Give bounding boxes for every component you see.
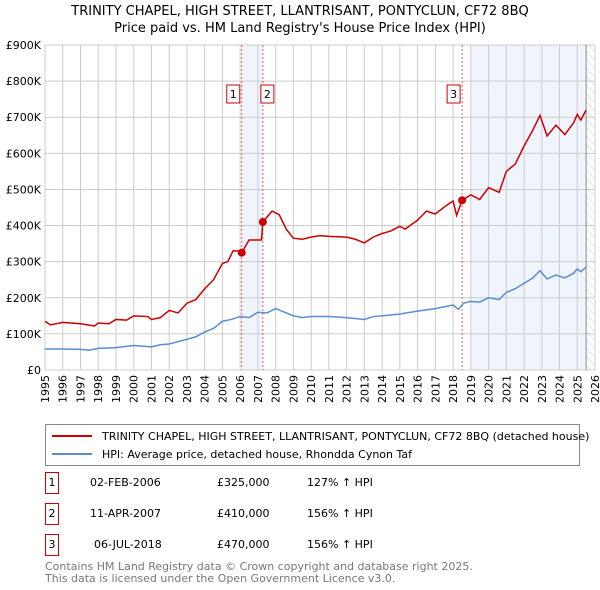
x-tick-label: 2009 bbox=[287, 375, 300, 403]
y-tick-label: £500K bbox=[6, 183, 42, 196]
sale-price: £470,000 bbox=[217, 538, 270, 551]
footer: Contains HM Land Registry data © Crown c… bbox=[45, 561, 473, 585]
legend-item-hpi: HPI: Average price, detached house, Rhon… bbox=[52, 446, 412, 462]
x-tick-label: 2013 bbox=[358, 375, 371, 403]
x-tick-label: 1995 bbox=[39, 375, 52, 403]
sale-point bbox=[458, 196, 467, 205]
x-tick-label: 2006 bbox=[234, 375, 247, 403]
series-line bbox=[44, 109, 587, 327]
sale-label: 1 bbox=[230, 88, 237, 101]
legend-swatch-red bbox=[52, 435, 92, 437]
chart-subtitle: Price paid vs. HM Land Registry's House … bbox=[114, 21, 486, 36]
legend-label: HPI: Average price, detached house, Rhon… bbox=[102, 447, 413, 461]
x-tick-label: 2000 bbox=[128, 375, 141, 403]
sale-price: £325,000 bbox=[217, 476, 270, 489]
sale-label-box bbox=[446, 84, 461, 104]
sale-point bbox=[258, 217, 267, 226]
x-tick-label: 2017 bbox=[429, 375, 442, 403]
x-tick-label: 2003 bbox=[181, 375, 194, 403]
forecast-hatch bbox=[586, 45, 595, 370]
y-tick-label: £0 bbox=[27, 364, 41, 377]
y-tick-label: £300K bbox=[6, 256, 42, 269]
x-tick-label: 2014 bbox=[376, 375, 389, 403]
price-chart: 1995 1996 1997 1998 1999 2000 2001 2002 2003 2004… bbox=[6, 39, 600, 403]
x-tick-label: 2010 bbox=[305, 375, 318, 403]
sale-hpi: 156% ↑ HPI bbox=[307, 507, 373, 520]
x-tick-label: 2023 bbox=[536, 375, 549, 403]
sale-hpi: 156% ↑ HPI bbox=[307, 538, 373, 551]
shaded-range bbox=[241, 45, 263, 370]
sale-hpi: 127% ↑ HPI bbox=[307, 476, 373, 489]
sale-badge: 2 bbox=[45, 503, 59, 525]
sale-label-box bbox=[260, 84, 275, 104]
sale-row: 1 02-FEB-2006 £325,000 127% ↑ HPI bbox=[45, 472, 445, 494]
x-tick-label: 2005 bbox=[216, 375, 229, 403]
x-tick-label: 2018 bbox=[447, 375, 460, 403]
sale-badge: 3 bbox=[45, 534, 59, 556]
y-tick-label: £400K bbox=[6, 220, 42, 233]
x-tick-label: 2007 bbox=[252, 375, 265, 403]
x-tick-label: 2011 bbox=[323, 375, 336, 403]
x-tick-label: 2016 bbox=[412, 375, 425, 403]
x-tick-label: 2019 bbox=[465, 375, 478, 403]
x-tick-label: 2026 bbox=[589, 375, 600, 403]
x-tick-label: 2015 bbox=[394, 375, 407, 403]
x-tick-label: 1999 bbox=[110, 375, 123, 403]
sale-row: 3 06-JUL-2018 £470,000 156% ↑ HPI bbox=[45, 534, 445, 556]
x-tick-label: 1996 bbox=[57, 375, 70, 403]
legend: TRINITY CHAPEL, HIGH STREET, LLANTRISANT… bbox=[45, 424, 589, 466]
sale-point bbox=[237, 248, 246, 257]
footer-line: Contains HM Land Registry data © Crown c… bbox=[45, 560, 473, 573]
y-tick-label: £700K bbox=[6, 111, 42, 124]
sale-date: 11-APR-2007 bbox=[90, 507, 162, 520]
x-tick-label: 2025 bbox=[571, 375, 584, 403]
sale-date: 06-JUL-2018 bbox=[94, 538, 162, 551]
x-tick-label: 2002 bbox=[163, 375, 176, 403]
sale-row: 2 11-APR-2007 £410,000 156% ↑ HPI bbox=[45, 503, 445, 525]
x-tick-label: 2022 bbox=[518, 375, 531, 403]
x-tick-label: 1998 bbox=[92, 375, 105, 403]
y-tick-label: £800K bbox=[6, 75, 42, 88]
y-tick-label: £900K bbox=[6, 39, 42, 52]
legend-swatch-blue bbox=[52, 453, 92, 455]
y-tick-label: £600K bbox=[6, 147, 42, 160]
sale-badge: 1 bbox=[45, 472, 59, 494]
x-tick-label: 2004 bbox=[199, 375, 212, 403]
y-tick-label: £200K bbox=[6, 292, 42, 305]
sale-label-box bbox=[226, 84, 241, 104]
x-tick-label: 2008 bbox=[270, 375, 283, 403]
y-tick-label: £100K bbox=[6, 328, 42, 341]
sale-label: 3 bbox=[450, 88, 457, 101]
legend-item-property: TRINITY CHAPEL, HIGH STREET, LLANTRISANT… bbox=[52, 428, 589, 444]
sale-price: £410,000 bbox=[217, 507, 270, 520]
x-tick-label: 2021 bbox=[500, 375, 513, 403]
footer-line: This data is licensed under the Open Gov… bbox=[45, 572, 396, 585]
x-tick-label: 2001 bbox=[145, 375, 158, 403]
sale-date: 02-FEB-2006 bbox=[90, 476, 161, 489]
legend-label: TRINITY CHAPEL, HIGH STREET, LLANTRISANT… bbox=[102, 429, 590, 443]
x-tick-label: 1997 bbox=[74, 375, 87, 403]
x-tick-label: 2012 bbox=[341, 375, 354, 403]
series-line bbox=[45, 266, 587, 351]
x-tick-label: 2024 bbox=[554, 375, 567, 403]
x-tick-label: 2020 bbox=[483, 375, 496, 403]
shaded-range bbox=[470, 45, 587, 370]
sale-label: 2 bbox=[264, 88, 271, 101]
chart-title: TRINITY CHAPEL, HIGH STREET, LLANTRISANT… bbox=[71, 4, 529, 19]
